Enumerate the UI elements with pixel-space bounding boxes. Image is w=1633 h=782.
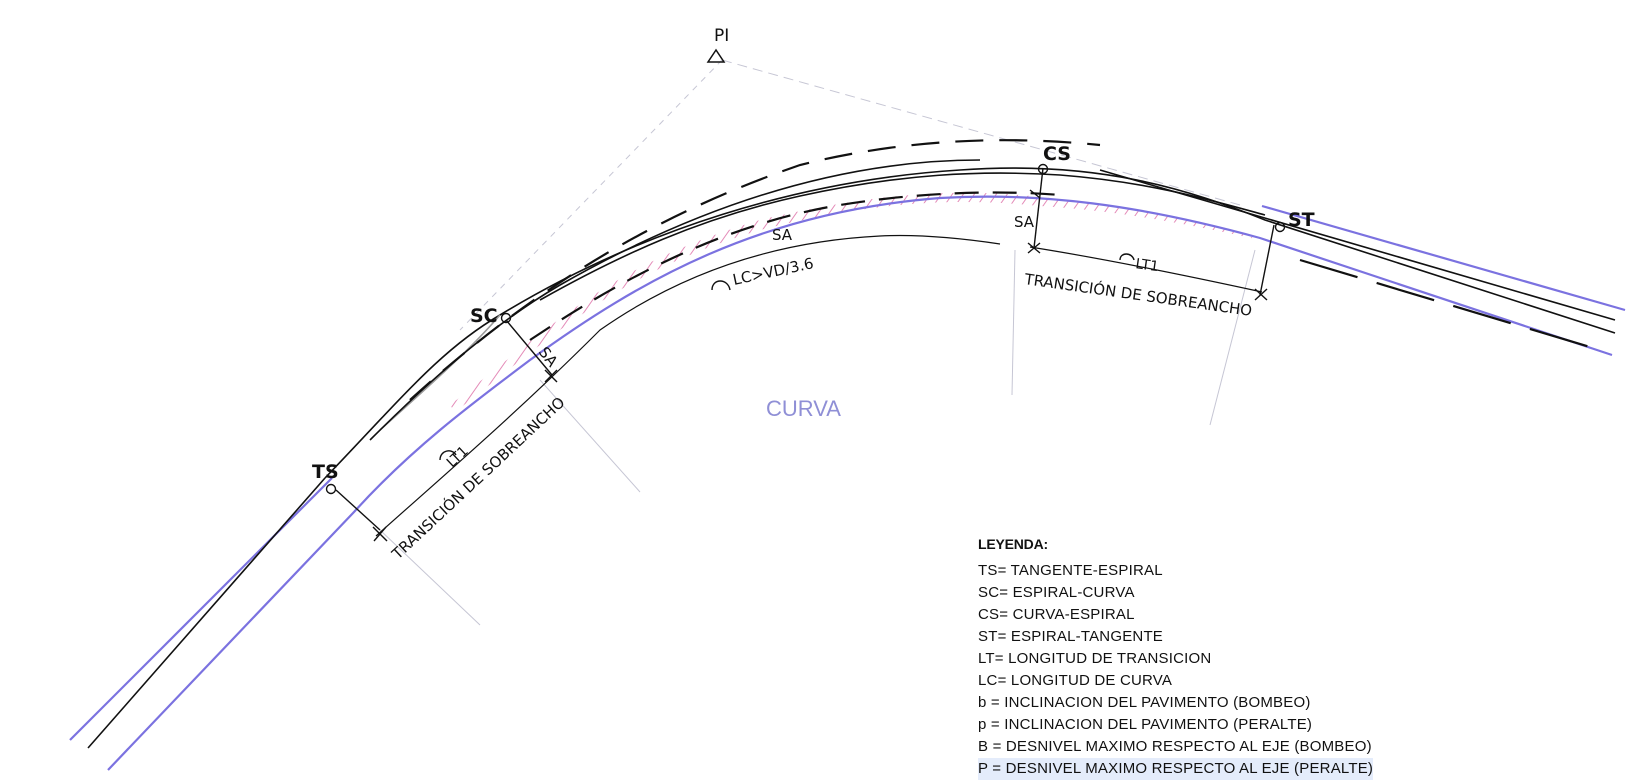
curva-label: CURVA: [766, 396, 841, 421]
sc-label: SC: [470, 305, 498, 327]
legend-item-bombeo-drop: B = DESNIVEL MAXIMO RESPECTO AL EJE (BOM…: [978, 738, 1372, 755]
point-markers: [325, 163, 1286, 495]
legend-item-sc: SC= ESPIRAL-CURVA: [978, 584, 1135, 601]
blue-edge-lines: [69, 195, 1626, 771]
pi-label: PI: [714, 26, 729, 46]
legend-item-peralte-drop: P = DESNIVEL MAXIMO RESPECTO AL EJE (PER…: [978, 758, 1374, 780]
st-label: ST: [1288, 209, 1315, 231]
transition-label-left: TRANSICIÓN DE SOBREANCHO: [387, 393, 569, 564]
lt1-label-left: LT1: [444, 443, 472, 471]
sa-label-right: SA: [1014, 213, 1035, 231]
legend-item-peralte-slope: p = INCLINACION DEL PAVIMENTO (PERALTE): [978, 716, 1313, 733]
sa-label-left: SA: [535, 343, 562, 370]
ts-label: TS: [312, 461, 339, 483]
inner-curve-line: [375, 234, 1001, 537]
legend-item-st: ST= ESPIRAL-TANGENTE: [978, 628, 1164, 645]
legend-item-lt: LT= LONGITUD DE TRANSICION: [978, 650, 1212, 667]
cs-label: CS: [1043, 143, 1071, 165]
legend: LEYENDA: TS= TANGENTE-ESPIRAL SC= ESPIRA…: [978, 536, 1618, 780]
legend-item-ts: TS= TANGENTE-ESPIRAL: [978, 562, 1163, 579]
dashed-lines: [409, 139, 1601, 401]
road-lines: [87, 159, 1616, 749]
cs-marker: [1037, 163, 1049, 175]
legend-item-bombeo-slope: b = INCLINACION DEL PAVIMENTO (BOMBEO): [978, 694, 1311, 711]
sa-label-top: SA: [772, 226, 793, 244]
st-marker: [1274, 221, 1286, 233]
legend-item-cs: CS= CURVA-ESPIRAL: [978, 606, 1135, 623]
legend-title: LEYENDA:: [978, 536, 1048, 552]
pi-triangle-icon: [706, 48, 726, 63]
legend-item-lc: LC= LONGITUD DE CURVA: [978, 672, 1173, 689]
ts-marker: [325, 483, 337, 495]
sc-marker: [500, 312, 512, 324]
transition-label-right: TRANSICIÓN DE SOBREANCHO: [1022, 269, 1253, 320]
transition-dimension-line: [1029, 246, 1263, 293]
lt1-label-right: LT1: [1134, 256, 1159, 275]
dimension-markers: [335, 167, 1275, 542]
construction-lines: [379, 59, 1256, 626]
